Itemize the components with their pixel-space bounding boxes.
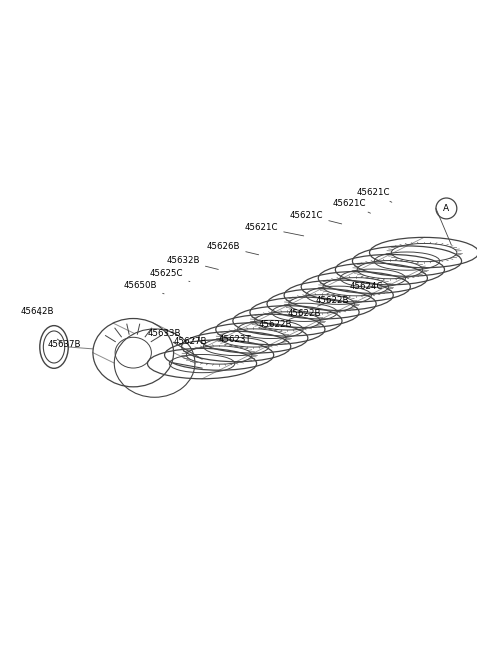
Text: 45622B: 45622B bbox=[316, 296, 349, 306]
Text: 45624C: 45624C bbox=[349, 281, 383, 291]
Text: 45633B: 45633B bbox=[147, 329, 181, 338]
Text: 45627B: 45627B bbox=[174, 337, 207, 346]
Text: A: A bbox=[444, 204, 449, 213]
Text: 45622B: 45622B bbox=[259, 319, 292, 329]
Text: 45622B: 45622B bbox=[288, 309, 321, 319]
Text: 45621C: 45621C bbox=[356, 188, 392, 202]
Text: 45621C: 45621C bbox=[333, 199, 371, 213]
Text: 45621C: 45621C bbox=[290, 211, 342, 224]
Text: 45637B: 45637B bbox=[48, 339, 81, 348]
Text: 45625C: 45625C bbox=[150, 270, 190, 281]
Text: 45621C: 45621C bbox=[245, 223, 304, 236]
Text: 45632B: 45632B bbox=[167, 256, 218, 270]
Text: 45623T: 45623T bbox=[219, 335, 252, 344]
Text: 45626B: 45626B bbox=[207, 242, 259, 255]
Text: 45650B: 45650B bbox=[124, 281, 164, 294]
Text: 45642B: 45642B bbox=[21, 307, 54, 316]
